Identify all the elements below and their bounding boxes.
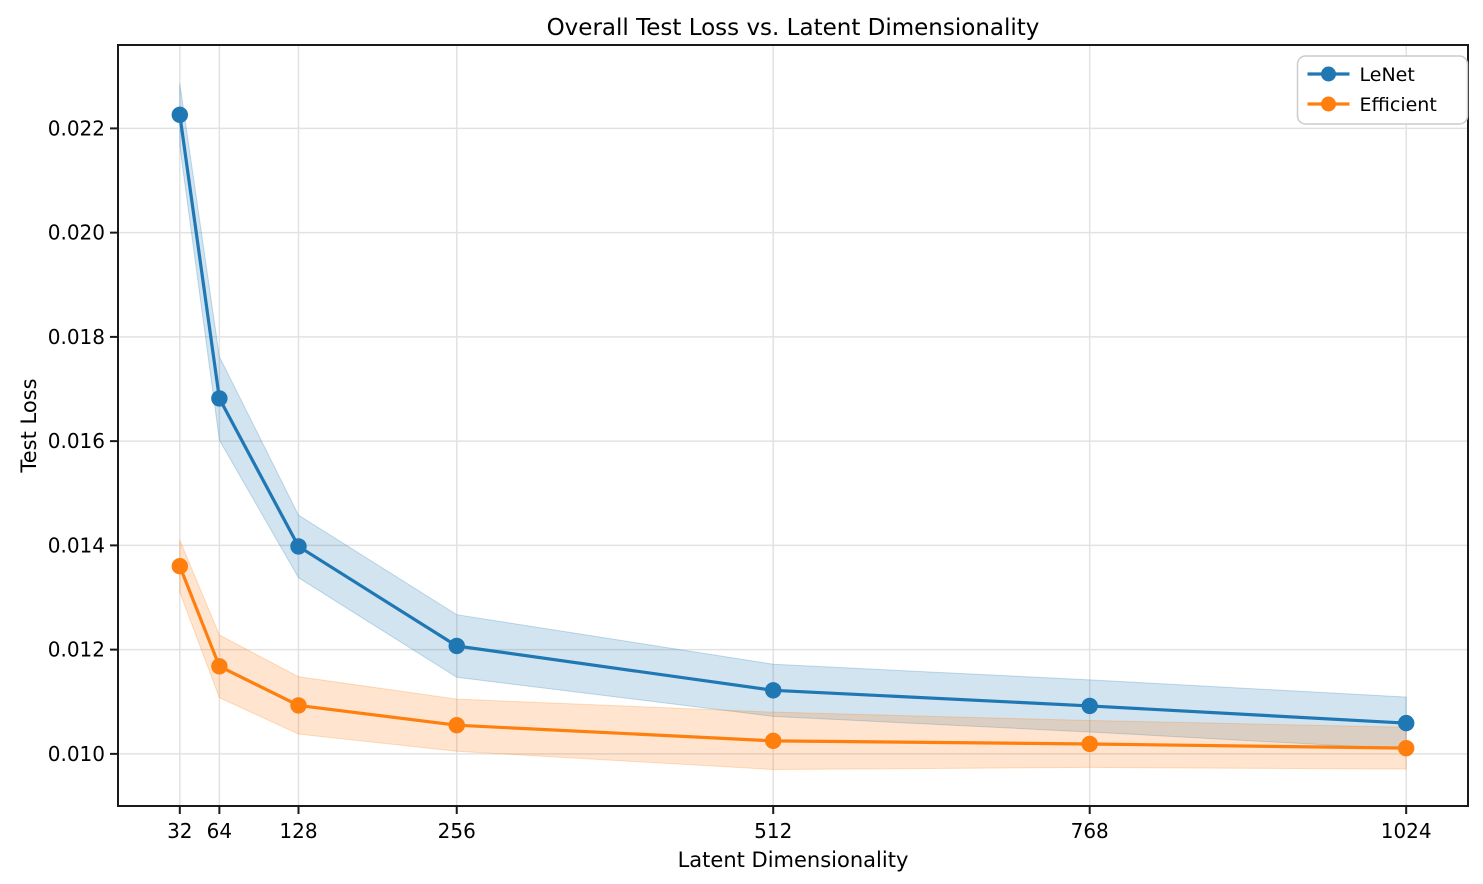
plot-layers: 0.010 0.012 0.014 0.016 0.018 0.020 0.022 32 64 1… xyxy=(48,44,1469,843)
x-tick-label: 32 xyxy=(167,819,192,843)
y-tick-label: 0.016 xyxy=(48,429,105,453)
y-tick-label: 0.012 xyxy=(48,638,105,662)
y-tick-label: 0.018 xyxy=(48,325,105,349)
plot-frame xyxy=(117,44,1469,807)
data-point-efficient-1024 xyxy=(1397,739,1415,757)
data-point-efficient-512 xyxy=(765,732,782,750)
data-point-efficient-256 xyxy=(448,717,465,734)
legend-marker xyxy=(1321,66,1336,82)
legend: LeNet Efficient xyxy=(1296,55,1469,125)
data-point-efficient-128 xyxy=(290,697,307,714)
data-point-lenet-32 xyxy=(171,106,189,124)
x-tick-label: 64 xyxy=(207,819,232,843)
data-point-lenet-1024 xyxy=(1397,714,1415,732)
confidence-band-efficient xyxy=(179,539,1407,771)
y-tick-label: 0.022 xyxy=(48,116,105,140)
data-point-lenet-512 xyxy=(765,682,782,699)
grid xyxy=(118,45,1468,806)
legend-marker xyxy=(1321,96,1336,112)
data-point-efficient-32 xyxy=(171,558,189,575)
ticks xyxy=(110,127,1408,814)
x-tick-label: 512 xyxy=(754,819,792,843)
series-line-lenet xyxy=(178,113,1408,725)
legend-label: LeNet xyxy=(1360,64,1415,86)
y-tick-label: 0.020 xyxy=(48,221,105,245)
chart-title: Overall Test Loss vs. Latent Dimensional… xyxy=(547,15,1040,41)
x-axis-label: Latent Dimensionality xyxy=(678,848,909,872)
x-tick-label: 256 xyxy=(438,819,476,843)
x-tick-label: 1024 xyxy=(1381,819,1432,843)
data-point-efficient-768 xyxy=(1081,735,1098,753)
data-point-lenet-768 xyxy=(1081,697,1098,715)
y-tick-label: 0.010 xyxy=(48,742,105,766)
x-tick-label: 128 xyxy=(279,819,317,843)
data-point-efficient-64 xyxy=(211,658,228,675)
legend-label: Efficient xyxy=(1360,94,1437,116)
legend-item-efficient: Efficient xyxy=(1307,94,1437,116)
data-point-lenet-64 xyxy=(211,390,228,407)
data-point-lenet-128 xyxy=(290,538,307,555)
y-tick-label: 0.014 xyxy=(48,533,105,557)
x-tick-label: 768 xyxy=(1071,819,1109,843)
data-point-lenet-256 xyxy=(448,637,465,655)
legend-item-lenet: LeNet xyxy=(1307,64,1415,86)
y-axis-label: Test Loss xyxy=(17,378,41,473)
